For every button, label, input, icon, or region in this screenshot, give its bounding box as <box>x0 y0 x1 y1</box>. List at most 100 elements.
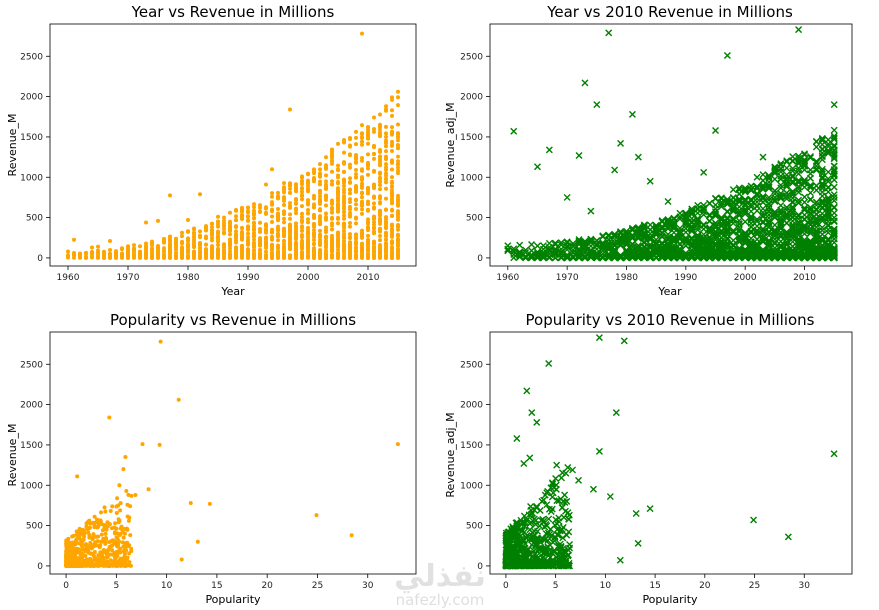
point-marker <box>587 247 595 255</box>
y-tick-label: 0 <box>477 254 483 264</box>
point-marker <box>312 235 316 240</box>
point-marker <box>384 173 388 178</box>
point-marker <box>664 222 672 230</box>
point-marker <box>324 186 328 191</box>
point-marker <box>599 250 607 258</box>
point-marker <box>336 209 340 214</box>
point-marker <box>741 218 749 226</box>
point-marker <box>765 185 773 193</box>
point-marker <box>771 175 779 183</box>
point-marker <box>360 211 364 216</box>
point-marker <box>99 539 104 544</box>
point-marker <box>342 221 346 226</box>
point-marker <box>107 415 112 420</box>
point-marker <box>510 251 518 259</box>
point-marker <box>78 253 82 258</box>
point-marker <box>771 254 779 262</box>
point-marker <box>324 239 328 244</box>
point-marker <box>114 510 119 515</box>
point-marker <box>700 220 708 228</box>
point-marker <box>128 504 133 509</box>
point-marker <box>342 150 346 155</box>
point-marker <box>360 158 364 163</box>
point-marker <box>324 229 328 234</box>
point-marker <box>168 236 172 241</box>
point-marker <box>396 223 400 228</box>
point-marker <box>372 225 376 230</box>
point-marker <box>282 197 286 202</box>
point-marker <box>396 162 400 167</box>
point-marker <box>622 241 630 249</box>
point-marker <box>712 240 720 248</box>
point-marker <box>735 190 743 198</box>
point-marker <box>108 558 113 563</box>
point-marker <box>706 234 714 242</box>
point-marker <box>729 226 737 234</box>
point-marker <box>694 223 702 231</box>
point-marker <box>366 172 370 177</box>
point-marker <box>801 150 809 158</box>
point-marker <box>276 255 280 260</box>
point-marker <box>789 157 797 165</box>
point-marker <box>378 179 382 184</box>
point-marker <box>360 123 364 128</box>
point-marker <box>108 255 112 260</box>
point-marker <box>729 219 737 227</box>
point-marker <box>300 228 304 233</box>
point-marker <box>390 131 394 136</box>
point-marker <box>384 140 388 145</box>
point-marker <box>824 222 832 230</box>
point-marker <box>294 229 298 234</box>
point-marker <box>587 236 595 244</box>
point-marker <box>652 229 660 237</box>
point-marker <box>64 563 69 568</box>
point-marker <box>712 228 720 236</box>
point-marker <box>234 208 238 213</box>
point-marker <box>378 175 382 180</box>
point-marker <box>252 216 256 221</box>
point-marker <box>789 227 797 235</box>
point-marker <box>830 126 838 134</box>
point-marker <box>812 198 820 206</box>
point-marker <box>777 231 785 239</box>
point-marker <box>771 187 779 195</box>
point-marker <box>276 217 280 222</box>
point-marker <box>372 206 376 211</box>
point-marker <box>605 235 613 243</box>
point-marker <box>186 218 190 223</box>
point-marker <box>801 179 809 187</box>
point-marker <box>396 143 400 147</box>
point-marker <box>795 185 803 193</box>
point-marker <box>174 255 178 260</box>
point-marker <box>72 255 76 260</box>
point-marker <box>372 129 376 134</box>
point-marker <box>759 236 767 244</box>
point-marker <box>706 247 714 255</box>
point-marker <box>318 235 322 240</box>
point-marker <box>795 176 803 184</box>
point-marker <box>789 246 797 254</box>
point-marker <box>830 150 838 158</box>
point-marker <box>646 252 654 260</box>
point-marker <box>144 250 148 255</box>
point-marker <box>127 560 132 565</box>
point-marker <box>348 240 352 245</box>
point-marker <box>65 546 70 551</box>
point-marker <box>723 245 731 253</box>
point-marker <box>342 248 346 253</box>
point-marker <box>258 247 262 252</box>
point-marker <box>712 221 720 229</box>
point-marker <box>777 241 785 249</box>
point-marker <box>670 247 678 254</box>
point-marker <box>216 243 220 248</box>
point-marker <box>276 211 280 216</box>
point-marker <box>700 208 708 216</box>
point-marker <box>92 550 97 555</box>
point-marker <box>777 184 785 192</box>
point-marker <box>700 211 708 219</box>
point-marker <box>75 559 80 564</box>
point-marker <box>108 552 113 557</box>
point-marker <box>252 243 256 248</box>
point-marker <box>348 180 352 185</box>
point-marker <box>366 199 370 204</box>
